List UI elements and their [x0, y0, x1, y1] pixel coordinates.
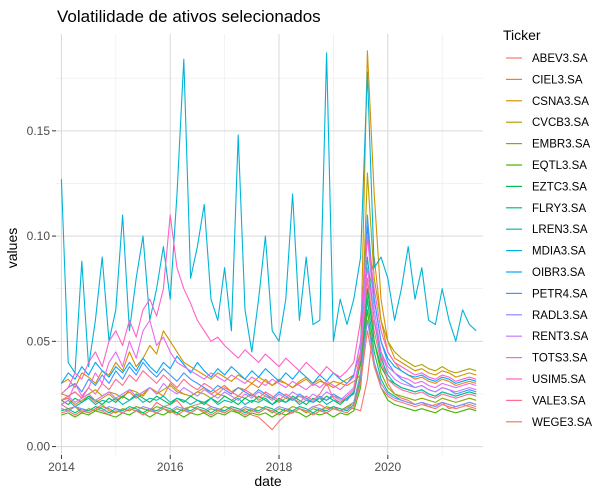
- legend-label-embr3-sa: EMBR3.SA: [532, 139, 590, 151]
- legend-items: ABEV3.SA CIEL3.SA CSNA3.SA CVCB3.SA EMBR3.SA…: [506, 53, 592, 429]
- x-tick-label: 2016: [157, 460, 184, 474]
- series-line-petr4-sa: [61, 214, 477, 403]
- series-lines: [60, 50, 477, 431]
- legend-label-wege3-sa: WEGE3.SA: [532, 417, 592, 429]
- y-tick-label: 0.05: [27, 334, 51, 348]
- chart-title: Volatilidade de ativos selecionados: [57, 7, 321, 26]
- y-tick-label: 0.15: [27, 124, 51, 138]
- legend-label-cvcb3-sa: CVCB3.SA: [532, 117, 589, 129]
- legend-label-rent3-sa: RENT3.SA: [532, 331, 589, 343]
- x-tick-label: 2020: [374, 460, 401, 474]
- legend-label-radl3-sa: RADL3.SA: [532, 310, 588, 322]
- grid-lines: [56, 34, 483, 455]
- legend-label-flry3-sa: FLRY3.SA: [532, 203, 586, 215]
- y-tick-label: 0.10: [27, 229, 51, 243]
- series-line-lren3-sa: [61, 256, 477, 408]
- series-line-wege3-sa: [61, 330, 477, 416]
- legend-label-tots3-sa: TOTS3.SA: [532, 353, 588, 365]
- legend-label-ciel3-sa: CIEL3.SA: [532, 74, 583, 86]
- legend-label-abev3-sa: ABEV3.SA: [532, 53, 588, 65]
- legend-label-usim5-sa: USIM5.SA: [532, 374, 586, 386]
- legend-label-csna3-sa: CSNA3.SA: [532, 96, 589, 108]
- y-axis-label: values: [4, 228, 20, 268]
- series-line-tots3-sa: [61, 267, 477, 405]
- legend-label-lren3-sa: LREN3.SA: [532, 224, 588, 236]
- legend-label-oibr3-sa: OIBR3.SA: [532, 267, 585, 279]
- series-line-eqtl3-sa: [61, 309, 477, 418]
- series-line-vale3-sa: [61, 277, 477, 403]
- legend-label-vale3-sa: VALE3.SA: [532, 395, 586, 407]
- series-line-oibr3-sa: [60, 225, 477, 384]
- legend-label-eztc3-sa: EZTC3.SA: [532, 181, 587, 193]
- x-tick-label: 2014: [48, 460, 75, 474]
- legend-title: Ticker: [503, 27, 541, 43]
- legend-label-eqtl3-sa: EQTL3.SA: [532, 160, 587, 172]
- x-tick-label: 2018: [266, 460, 293, 474]
- x-axis-label: date: [254, 473, 281, 489]
- series-line-embr3-sa: [61, 277, 477, 414]
- legend: Ticker ABEV3.SA CIEL3.SA CSNA3.SA CVCB3.SA E…: [503, 27, 592, 429]
- series-line-csna3-sa: [61, 50, 477, 389]
- series-line-usim5-sa: [61, 214, 477, 395]
- y-tick-label: 0.00: [27, 440, 51, 454]
- axes: 2014 2016 2018 2020 0.00 0.05 0.10 0.15: [27, 124, 402, 474]
- plot-panel: [56, 34, 483, 455]
- legend-label-mdia3-sa: MDIA3.SA: [532, 246, 586, 258]
- series-line-rent3-sa: [61, 235, 477, 403]
- legend-label-petr4-sa: PETR4.SA: [532, 288, 588, 300]
